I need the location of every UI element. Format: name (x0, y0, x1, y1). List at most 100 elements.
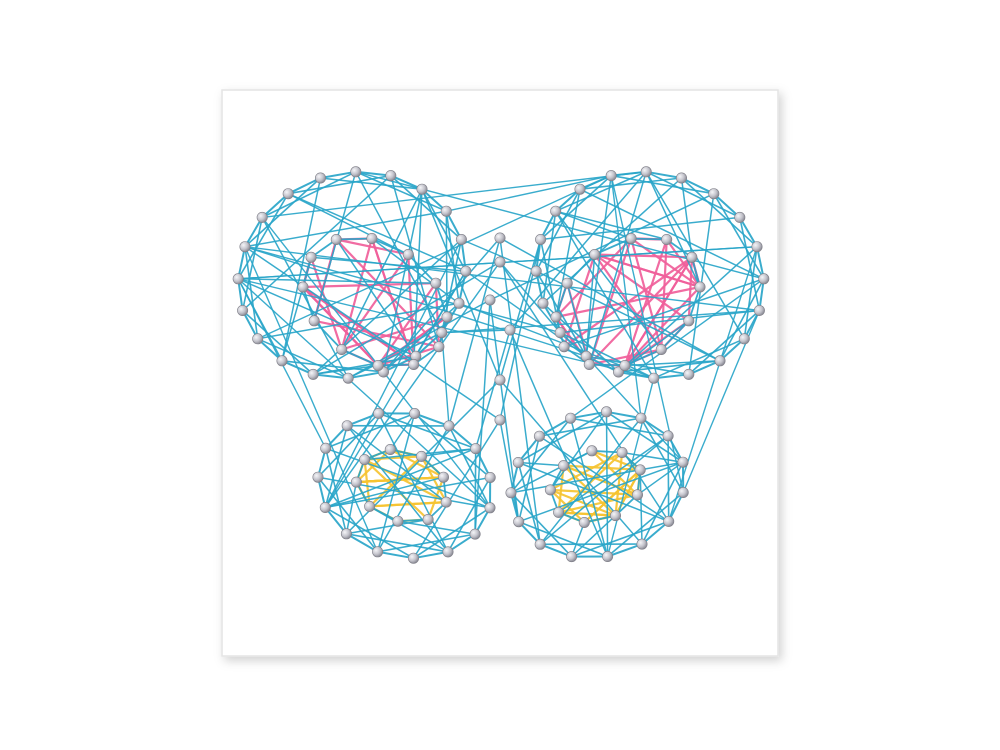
lower-left-wing-pin (409, 407, 421, 419)
lower-left-wing-thread (474, 447, 477, 535)
upper-right-wing-thread (743, 245, 758, 340)
upper-right-spot-pin (694, 281, 706, 293)
lower-left-wing-thread (368, 505, 449, 553)
lower-left-wing-pin (312, 471, 324, 483)
upper-right-spot-pin (661, 234, 673, 246)
upper-left-wing-pin (455, 234, 467, 246)
lower-left-wing-thread (376, 425, 450, 553)
lower-left-spot-pin (422, 513, 434, 525)
upper-left-wing-pin (350, 166, 362, 178)
lower-left-spot-pin (384, 443, 396, 455)
upper-left-wing-thread (237, 278, 437, 284)
lower-left-wing-pin (341, 420, 353, 432)
upper-left-wing-thread (237, 192, 290, 280)
lower-left-spot-pin (359, 454, 371, 466)
lower-left-wing-thread (345, 481, 358, 535)
upper-right-wing-pin (648, 372, 660, 384)
lower-right-wing-thread (639, 469, 643, 545)
upper-left-wing-thread (312, 373, 350, 380)
lower-right-wing-thread (510, 461, 684, 494)
lower-right-wing-thread (499, 261, 670, 523)
body-pin (504, 324, 516, 336)
upper-left-wing-pin (416, 183, 428, 195)
upper-left-wing-thread (244, 216, 264, 248)
lower-right-wing-thread (517, 461, 670, 523)
upper-right-spot-pin (589, 249, 601, 261)
lower-left-wing-thread (345, 532, 449, 553)
lower-right-wing-thread (636, 461, 684, 496)
body-thread (237, 278, 655, 379)
lower-left-wing-thread (377, 412, 477, 450)
body-thread (460, 238, 537, 272)
lower-right-wing-thread (570, 520, 670, 558)
upper-right-spot-thread (588, 256, 694, 366)
lower-right-wing-thread (510, 491, 573, 558)
upper-left-wing-thread (261, 216, 349, 379)
lower-right-wing-thread (499, 419, 520, 523)
upper-left-wing-thread (382, 188, 423, 373)
lower-left-spot-thread (368, 501, 448, 508)
lower-right-wing-thread (538, 417, 642, 438)
lower-right-wing-pin (635, 412, 647, 424)
upper-right-spot-thread (593, 253, 694, 259)
lower-right-wing-thread (667, 435, 670, 523)
lower-right-wing-thread (510, 417, 572, 494)
lower-left-wing-pin (484, 471, 496, 483)
lower-left-wing-thread (317, 412, 380, 479)
lower-left-wing-thread (324, 476, 445, 509)
lower-left-wing-thread (412, 506, 491, 560)
body-thread (610, 174, 642, 419)
upper-left-wing-thread (244, 210, 448, 248)
upper-left-wing-thread (389, 174, 423, 191)
lower-right-wing-pin (513, 516, 525, 528)
upper-right-wing-thread (509, 171, 647, 331)
lower-right-wing-pin (677, 486, 689, 498)
upper-left-wing-pin (252, 333, 264, 345)
upper-right-spot-pin (625, 233, 637, 245)
upper-left-wing-pin (239, 241, 251, 253)
upper-left-wing-pin (276, 355, 288, 367)
lower-right-wing-thread (539, 417, 642, 546)
body-pin (494, 374, 506, 386)
body-thread (606, 377, 655, 558)
lower-right-wing-thread (570, 514, 617, 558)
upper-right-wing-thread (630, 237, 668, 241)
upper-right-wing-thread (680, 177, 758, 248)
lower-right-wing-thread (606, 543, 643, 558)
upper-left-spot-pin (308, 315, 320, 327)
upper-right-spot-thread (554, 237, 633, 319)
upper-right-wing-pin (640, 166, 652, 178)
lower-left-wing-pin (320, 442, 332, 454)
lower-right-wing-pin (677, 456, 689, 468)
lower-right-wing-pin (534, 538, 546, 550)
upper-right-spot-pin (558, 341, 570, 353)
upper-left-wing-thread (241, 174, 392, 312)
upper-left-wing-thread (371, 237, 460, 305)
upper-right-wing-thread (617, 245, 758, 373)
lower-left-wing-pin (407, 552, 419, 564)
upper-right-wing-thread (563, 278, 765, 348)
lower-right-spot-pin (544, 484, 556, 496)
upper-right-wing-thread (610, 174, 715, 195)
upper-left-wing-pin (342, 372, 354, 384)
lower-left-spot-pin (350, 476, 362, 488)
lower-right-wing-thread (605, 410, 642, 420)
upper-right-wing-thread (559, 331, 588, 358)
upper-right-wing-pin (758, 273, 770, 285)
upper-left-spot-pin (441, 311, 453, 323)
lower-right-wing-thread (539, 435, 669, 546)
upper-right-wing-thread (687, 309, 761, 376)
upper-right-wing-thread (499, 261, 561, 334)
pins (232, 166, 770, 564)
lower-right-spot-pin (558, 460, 570, 472)
lower-right-wing-thread (569, 417, 609, 558)
lower-right-spot-pin (578, 516, 590, 528)
upper-left-wing-pin (440, 205, 452, 217)
body-thread (261, 171, 647, 219)
upper-left-wing-thread (347, 299, 491, 379)
lower-left-wing-thread (324, 447, 348, 535)
lower-right-wing-thread (517, 461, 542, 546)
upper-left-spot-pin (330, 234, 342, 246)
lower-left-wing-thread (474, 329, 511, 450)
lower-left-wing-thread (447, 476, 492, 553)
